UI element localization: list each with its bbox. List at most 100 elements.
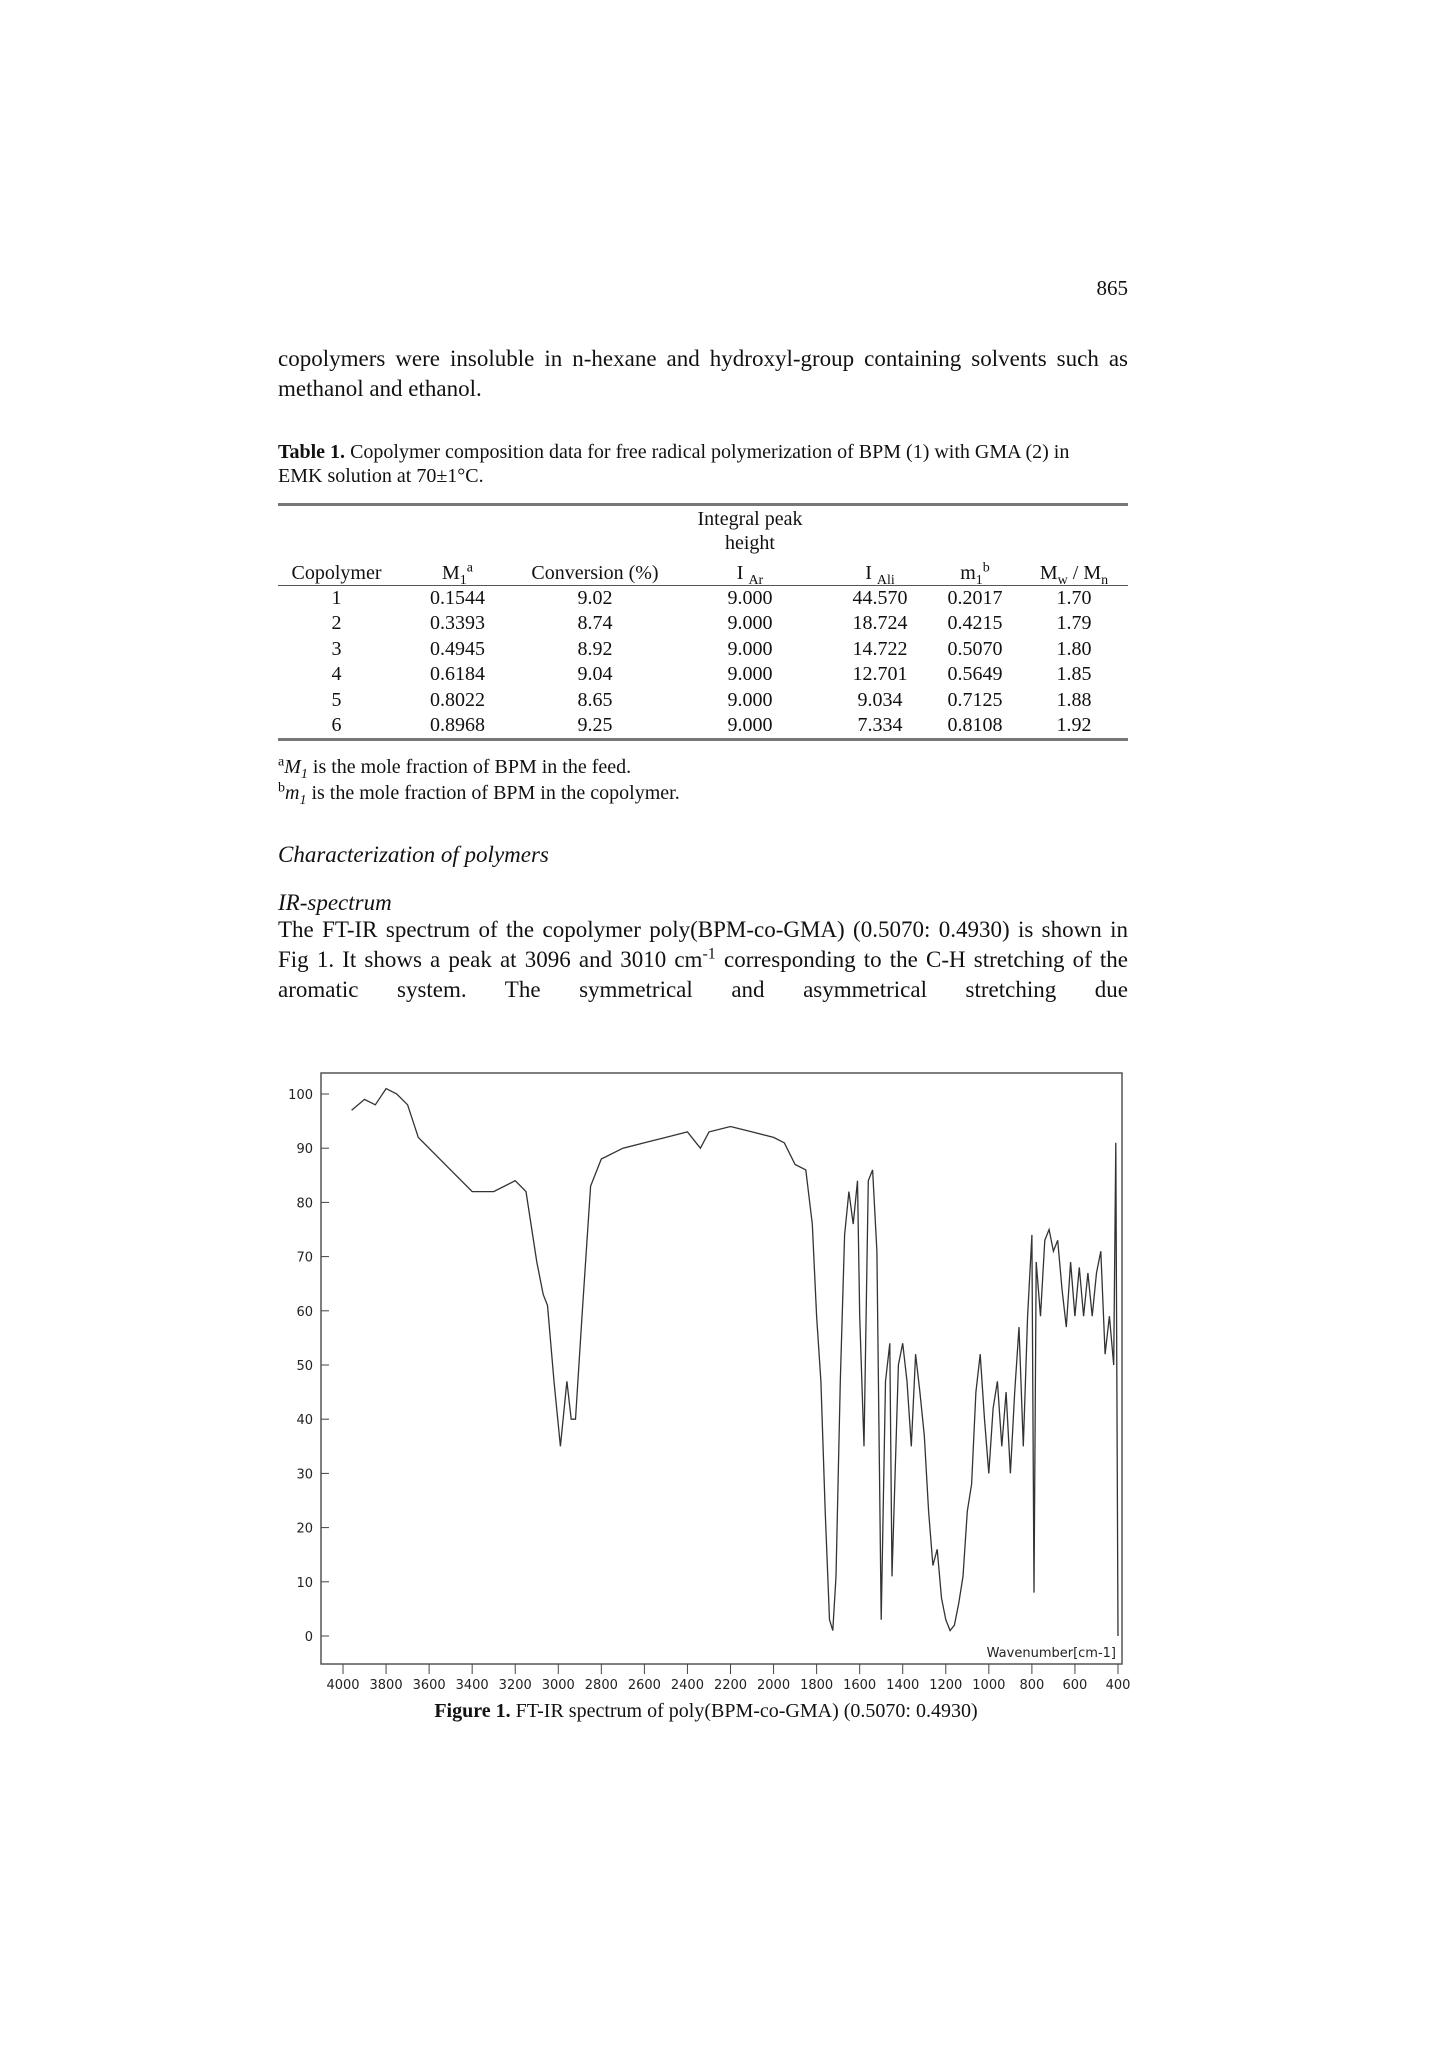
text-run: Conversion (%) [531,562,659,584]
subscript: 1 [299,793,307,808]
table-row: 4 0.6184 9.04 9.000 12.701 0.5649 1.85 [278,662,1128,687]
table-cell: 18.724 [852,612,908,635]
table-cell: 3 [331,637,342,660]
y-tick-label: 70 [296,1251,313,1266]
table-cell: 0.4945 [430,637,485,660]
y-tick-label: 40 [296,1413,313,1428]
table-cell: 8.92 [577,637,613,660]
text-run: corresponding to the C-H stretching of t… [278,947,1128,1002]
header-cell: M1a [395,555,520,588]
bold-run: Table 1. [278,441,346,463]
subscript: Ar [748,573,764,588]
x-tick-label: 2800 [585,1678,618,1693]
subscript: 1 [300,767,308,782]
table-cell: 0.6184 [430,663,485,686]
paragraph: The FT-IR spectrum of the copolymer poly… [278,915,1128,1005]
table-cell: 0.5070 [947,637,1003,660]
x-tick-label: 1800 [800,1678,833,1693]
text-run: copolymers were insoluble in n-hexane an… [278,346,1128,401]
table-cell: 9.000 [727,714,773,737]
header-cell: I Ar [670,555,830,588]
table-cell: 9.034 [857,688,903,711]
table-cell: 9.000 [727,688,773,711]
header-cell: m1b [930,555,1020,588]
superscript: a [466,560,473,576]
subscript: w [1057,573,1068,588]
text-run: M [1039,562,1058,584]
table-cell: 0.7125 [947,688,1003,711]
superscript: -1 [702,945,716,963]
table-cell: 9.25 [577,714,613,737]
table-top-rule [278,503,1128,506]
table-cell: 44.570 [852,587,908,609]
figure-caption: Figure 1. FT-IR spectrum of poly(BPM-co-… [278,1700,1134,1723]
x-tick-label: 3200 [499,1678,532,1693]
header-cell: I Ali [830,555,930,588]
y-tick-label: 100 [288,1088,313,1103]
y-tick-label: 0 [305,1630,313,1645]
x-tick-label: 2600 [628,1678,661,1693]
table-cell: 0.4215 [947,612,1003,635]
table-cell: 9.000 [727,612,773,635]
table-cell: 9.04 [577,663,613,686]
header-group-text: Integral peak [697,508,803,530]
x-tick-label: 4000 [326,1678,359,1693]
italic-run: M [284,756,301,778]
subsection-heading: IR-spectrum [278,890,392,915]
table-row: 5 0.8022 8.65 9.000 9.034 0.7125 1.88 [278,688,1128,713]
text-run: I [865,562,877,584]
x-tick-label: 600 [1063,1678,1088,1693]
table-cell: 14.722 [852,637,908,660]
y-tick-label: 20 [296,1522,313,1537]
subscript: n [1101,573,1109,588]
table-cell: 1.92 [1056,714,1092,737]
table-cell: 0.8022 [430,688,485,711]
text-run: is the mole fraction of BPM in the feed. [307,756,632,778]
table-cell: 1.70 [1056,587,1092,609]
paragraph: copolymers were insoluble in n-hexane an… [278,344,1128,404]
figure: 0 10 20 30 40 50 60 70 80 90 100 4000 3800 3600 3400 32… [288,1072,1130,1693]
x-tick-label: 3800 [370,1678,403,1693]
x-tick-label: 2200 [714,1678,747,1693]
x-tick-label: 1200 [929,1678,962,1693]
table-cell: 1.85 [1056,663,1092,686]
x-tick-label: 2000 [757,1678,790,1693]
table-cell: 2 [331,612,342,635]
table-cell: 0.5649 [947,663,1003,686]
header-cell: Mw / Mn [1020,555,1128,588]
section-heading: Characterization of polymers [278,842,549,867]
table-cell: 9.000 [727,637,773,660]
header-cell: Conversion (%) [520,555,670,586]
x-tick-label: 3400 [456,1678,489,1693]
table-caption: Table 1. Copolymer composition data for … [278,440,1118,488]
text-run: / M [1067,562,1102,584]
table-cell: 9.000 [727,663,773,686]
y-tick-label: 30 [296,1467,313,1482]
table: Integral peak height Copolymer M1a Conversio… [278,507,1128,741]
x-tick-label: 800 [1019,1678,1044,1693]
x-tick-label: 3600 [413,1678,446,1693]
text-run: m [960,562,976,584]
text-run: I [736,562,749,584]
table-cell: 9.000 [727,587,773,609]
table-cell: 0.2017 [947,587,1003,609]
table-row: 3 0.4945 8.92 9.000 14.722 0.5070 1.80 [278,637,1128,662]
table-row: 1 0.1544 9.02 9.000 44.570 0.2017 1.70 [278,586,1128,612]
x-axis-label: Wavenumber[cm-1] [987,1646,1116,1661]
table-row: 2 0.3393 8.74 9.000 18.724 0.4215 1.79 [278,611,1128,636]
x-tick-label: 1600 [843,1678,876,1693]
x-tick-label: 1000 [972,1678,1005,1693]
y-tick-label: 80 [296,1196,313,1211]
footnote: bm1 is the mole fraction of BPM in the c… [278,780,680,808]
table-cell: 6 [331,714,342,737]
table-cell: 1.80 [1056,637,1092,660]
header-group-row: Integral peak height [278,507,1128,555]
plot-frame [320,1072,1123,1665]
table-cell: 8.65 [577,688,613,711]
table-cell: 1 [331,587,342,609]
superscript: b [278,780,285,796]
text-run: Copolymer composition data for free radi… [278,441,1070,487]
x-tick-label: 2400 [671,1678,704,1693]
text-run: Copolymer [291,562,382,584]
subscript: Ali [876,573,895,588]
